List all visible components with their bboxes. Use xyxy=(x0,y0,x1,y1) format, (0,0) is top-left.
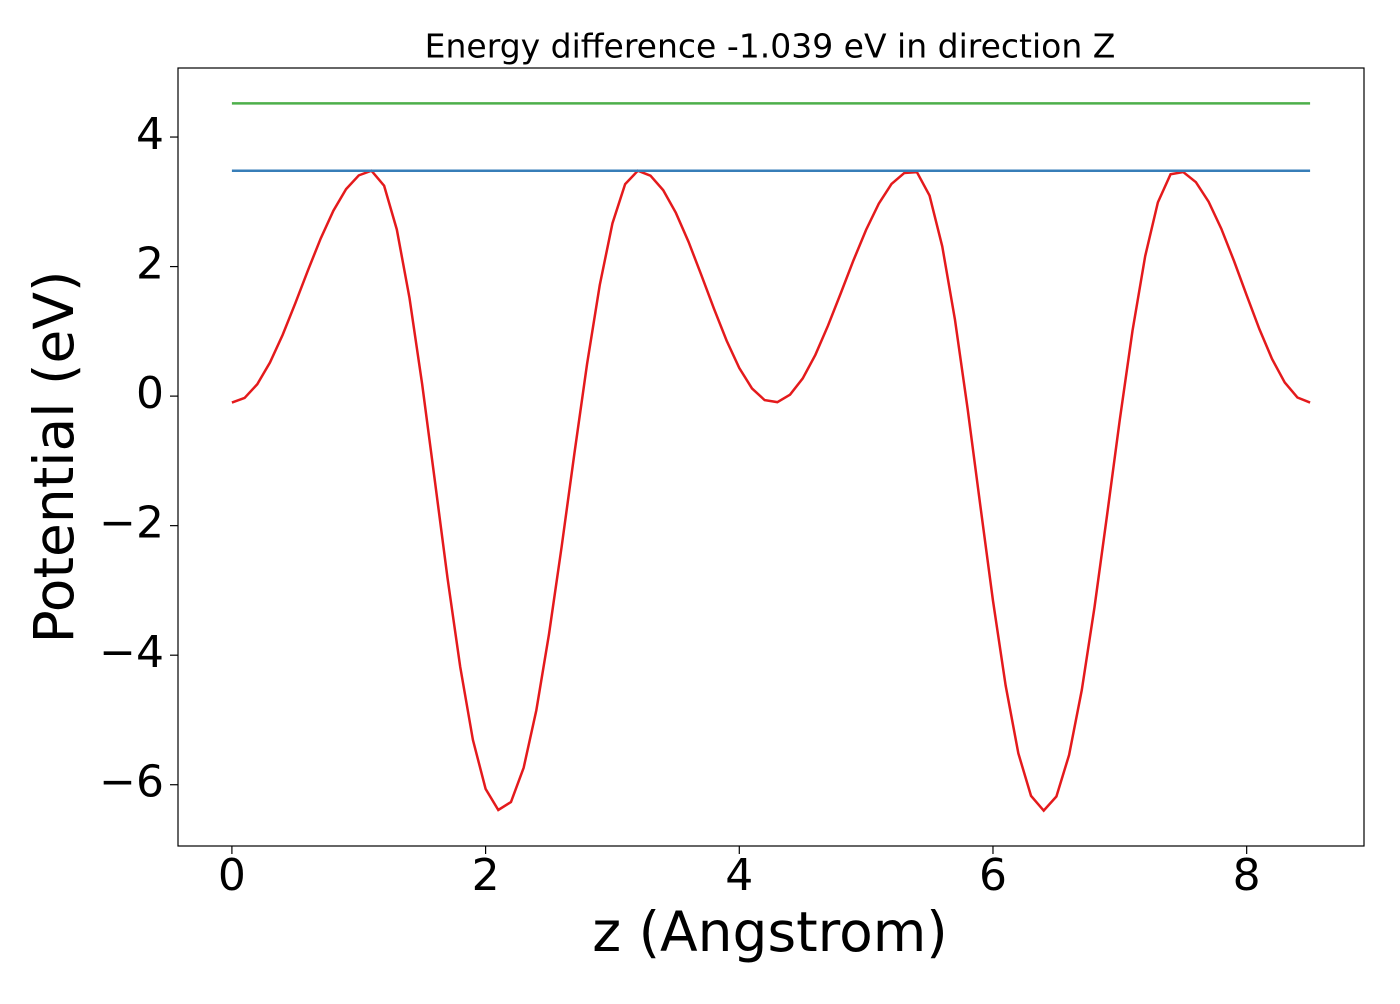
chart-title: Energy difference -1.039 eV in direction… xyxy=(425,27,1116,66)
y-tick-label: 0 xyxy=(136,368,164,419)
y-axis-label: Potential (eV) xyxy=(22,271,86,644)
plot-frame xyxy=(177,67,1365,847)
x-tick-label: 2 xyxy=(472,850,500,901)
y-tick-label: 4 xyxy=(136,109,164,160)
x-tick-label: 0 xyxy=(218,850,246,901)
y-tick-label: −6 xyxy=(99,757,164,808)
y-tick-label: −2 xyxy=(99,498,164,549)
y-tick-label: −4 xyxy=(99,627,164,678)
x-axis-label: z (Angstrom) xyxy=(592,900,948,964)
x-tick-label: 4 xyxy=(725,850,753,901)
x-tick-label: 8 xyxy=(1233,850,1261,901)
y-tick-label: 2 xyxy=(136,239,164,290)
line-series xyxy=(231,169,1311,813)
x-tick-label: 6 xyxy=(979,850,1007,901)
